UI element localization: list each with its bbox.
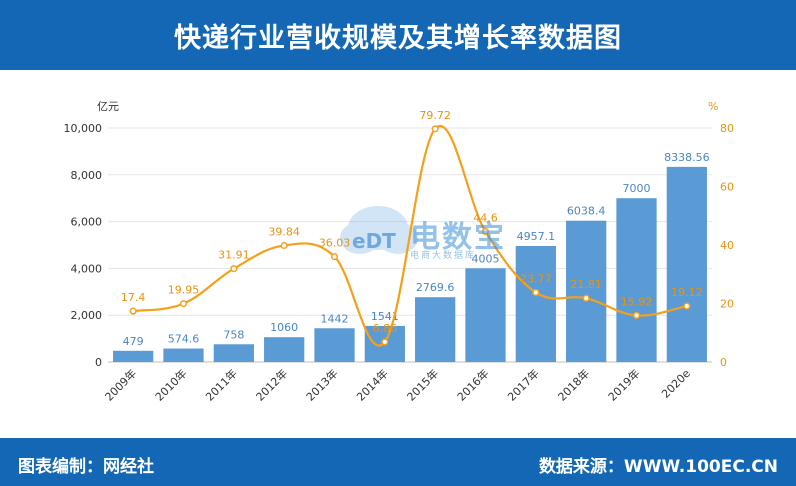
- bar-value-label: 758: [223, 328, 244, 341]
- left-tick-label: 10,000: [64, 122, 103, 135]
- bar-9: [566, 220, 607, 362]
- bar-value-label: 4957.1: [517, 230, 556, 243]
- right-tick-label: 20: [720, 298, 734, 311]
- chart: eDT 479 574.6 758 1060 1442 1541 2769.6 4005 495…: [64, 100, 735, 404]
- watermark-text: 电数宝: [410, 220, 506, 255]
- line-point-2: [230, 265, 238, 273]
- bar-value-label: 1541: [371, 310, 399, 323]
- bar-8: [515, 246, 556, 362]
- line-value-label: 39.84: [268, 225, 300, 238]
- left-axis-ticks: 0 2,000 4,000 6,000 8,000 10,000: [64, 122, 103, 369]
- line-point-3: [280, 241, 288, 250]
- line-value-label: 79.72: [419, 109, 451, 122]
- right-axis-unit: %: [708, 100, 718, 113]
- x-tick-label: 2016年: [454, 366, 491, 403]
- line-value-label: 19.12: [671, 286, 703, 299]
- bar-value-label: 1442: [321, 312, 349, 325]
- watermark-logo-text: eDT: [352, 229, 396, 253]
- x-tick-label: 2012年: [253, 366, 290, 403]
- line-point-11: [683, 302, 691, 310]
- left-tick-label: 4,000: [71, 262, 103, 275]
- line-value-label: 44.6: [473, 212, 498, 225]
- line-value-label: 36.03: [319, 237, 351, 250]
- line-points: [129, 125, 691, 346]
- left-tick-label: 0: [95, 356, 102, 369]
- bar-value-label: 7000: [623, 182, 651, 195]
- watermark-subtext: 电商大数据库: [410, 251, 477, 261]
- line-point-9: [582, 294, 590, 302]
- bar-10: [616, 198, 657, 362]
- x-tick-label: 2017年: [504, 366, 541, 403]
- x-tick-label: 2011年: [202, 366, 239, 403]
- left-tick-label: 8,000: [71, 169, 103, 182]
- x-tick-label: 2020e: [659, 367, 693, 401]
- bar-value-label: 1060: [270, 321, 298, 334]
- right-tick-label: 80: [720, 122, 734, 135]
- bar-value-label: 6038.4: [567, 205, 606, 218]
- footer-source: 数据来源：WWW.100EC.CN: [538, 457, 778, 477]
- bar-11: [666, 166, 707, 362]
- line-value-label: 19.95: [168, 284, 200, 297]
- line-value-label: 23.77: [520, 272, 552, 285]
- header-bar: 快递行业营收规模及其增长率数据图: [0, 0, 796, 70]
- x-tick-label: 2014年: [353, 366, 390, 403]
- x-tick-label: 2009年: [102, 366, 139, 403]
- bar-value-label: 479: [123, 335, 144, 348]
- bar-value-label: 574.6: [168, 333, 200, 346]
- line-value-label: 15.92: [621, 295, 653, 308]
- right-axis-ticks: 0 20 40 60 80: [720, 122, 734, 369]
- chart-grid: [108, 127, 712, 363]
- left-axis-unit: 亿元: [97, 100, 119, 113]
- watermark-cloud-icon: [340, 206, 418, 254]
- bar-value-label: 4005: [472, 252, 500, 265]
- page-title: 快递行业营收规模及其增长率数据图: [174, 22, 622, 54]
- bar-7: [465, 268, 506, 362]
- bar-0: [113, 350, 154, 362]
- left-tick-label: 2,000: [71, 309, 103, 322]
- left-tick-label: 6,000: [71, 216, 103, 229]
- line-point-6: [431, 125, 439, 133]
- bar-labels: 479 574.6 758 1060 1442 1541 2769.6 4005 4957.1 6…: [123, 151, 710, 348]
- x-axis-labels: 2009年 2010年 2011年 2012年 2013年 2014年 2015年 2016年…: [102, 366, 693, 403]
- bar-value-label: 2769.6: [416, 281, 455, 294]
- right-tick-label: 60: [720, 181, 734, 194]
- bar-6: [415, 297, 456, 362]
- line-point-7: [481, 227, 490, 236]
- line-labels: 17.4 19.95 31.91 39.84 36.03 6.86 79.72 44.6 23.…: [121, 109, 703, 335]
- bar-3: [264, 337, 305, 362]
- bar-series: [113, 166, 707, 362]
- line-value-label: 21.81: [570, 278, 602, 291]
- line-point-5: [381, 338, 389, 346]
- x-tick-label: 2010年: [152, 366, 189, 403]
- line-value-label: 6.86: [373, 322, 398, 335]
- right-tick-label: 40: [720, 239, 734, 252]
- bar-value-label: 8338.56: [664, 151, 710, 164]
- footer-bar: 图表编制：网经社 数据来源：WWW.100EC.CN: [0, 438, 796, 486]
- x-tick-label: 2015年: [404, 366, 441, 403]
- line-point-1: [179, 300, 188, 308]
- bar-4: [314, 328, 355, 362]
- x-tick-label: 2013年: [303, 366, 340, 403]
- right-tick-label: 0: [720, 356, 727, 369]
- bar-1: [163, 348, 204, 362]
- x-tick-label: 2019年: [605, 366, 642, 403]
- line-value-label: 31.91: [218, 249, 250, 262]
- line-point-4: [330, 253, 339, 261]
- line-point-8: [532, 288, 540, 297]
- line-value-label: 17.4: [121, 291, 146, 304]
- line-point-0: [129, 307, 137, 315]
- bar-2: [213, 344, 254, 362]
- line-point-10: [632, 311, 641, 319]
- footer-credit: 图表编制：网经社: [18, 457, 154, 477]
- x-tick-label: 2018年: [555, 366, 592, 403]
